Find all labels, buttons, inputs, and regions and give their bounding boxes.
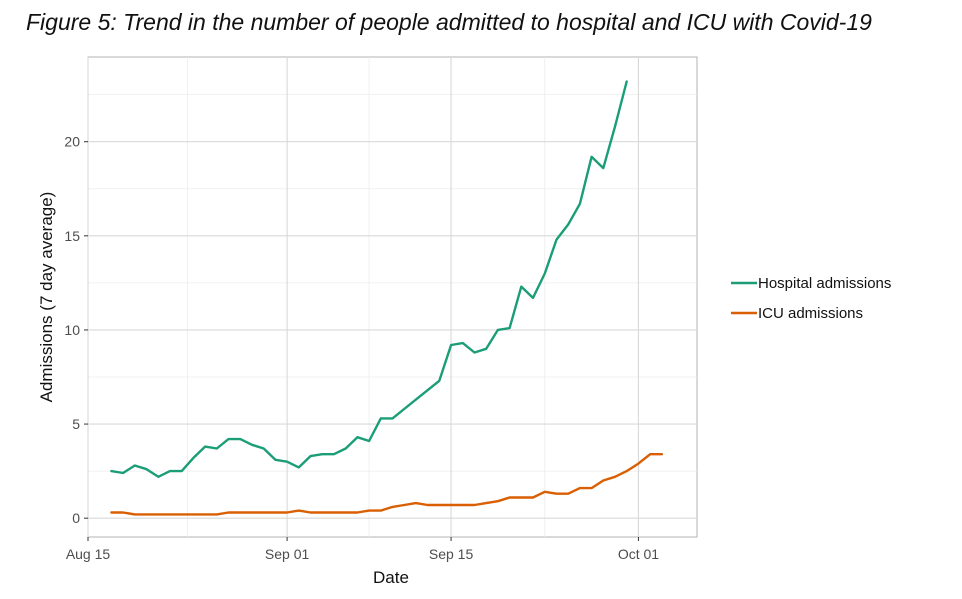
y-tick-label: 15 xyxy=(64,228,80,244)
x-axis-title: Date xyxy=(373,568,409,587)
y-tick-label: 10 xyxy=(64,322,80,338)
x-tick-label: Sep 01 xyxy=(265,546,310,562)
y-tick-label: 0 xyxy=(72,510,80,526)
legend-label-icu-admissions: ICU admissions xyxy=(758,305,863,322)
plot-panel xyxy=(87,56,698,538)
series-line-hospital-admissions xyxy=(110,80,628,478)
legend: Hospital admissions ICU admissions xyxy=(731,275,891,322)
legend-label-hospital-admissions: Hospital admissions xyxy=(758,275,891,292)
series-line-icu-admissions xyxy=(110,453,664,516)
x-tick-labels: Aug 15 Sep 01 Sep 15 Oct 01 xyxy=(66,546,659,562)
series-layer xyxy=(110,80,664,516)
y-tick-labels: 0 5 10 15 20 xyxy=(64,134,80,526)
y-tick-label: 5 xyxy=(72,416,80,432)
axis-ticks xyxy=(84,141,639,541)
chart-title: Figure 5: Trend in the number of people … xyxy=(26,9,872,35)
x-tick-label: Sep 15 xyxy=(429,546,474,562)
y-axis-title: Admissions (7 day average) xyxy=(37,192,56,403)
y-tick-label: 20 xyxy=(64,134,80,150)
x-tick-label: Oct 01 xyxy=(618,546,659,562)
grid-minor xyxy=(88,57,697,537)
grid-major xyxy=(87,57,697,537)
x-tick-label: Aug 15 xyxy=(66,546,111,562)
